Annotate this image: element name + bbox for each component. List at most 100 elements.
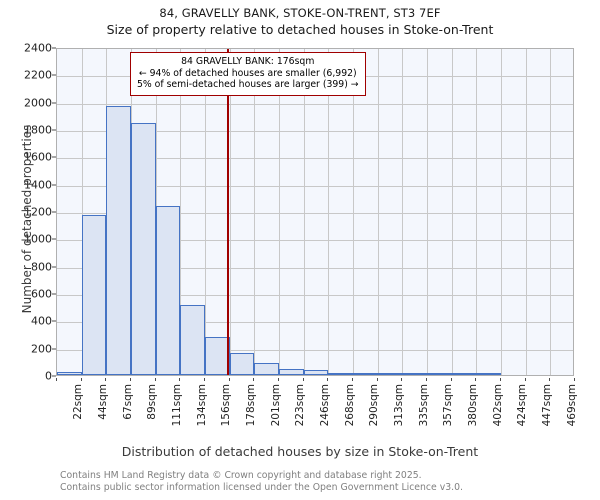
- gridline-vertical: [402, 49, 404, 375]
- x-tick-mark: [302, 378, 304, 381]
- bar-246sqm: [303, 370, 329, 375]
- y-tick-label: 0: [45, 369, 52, 383]
- x-tick-mark: [524, 378, 526, 381]
- annotation-line-3: 5% of semi-detached houses are larger (3…: [136, 79, 359, 90]
- x-tick-mark: [204, 378, 205, 381]
- bar-402sqm: [476, 373, 501, 375]
- x-tick-label: 223sqm: [294, 384, 307, 427]
- y-tick-mark: [52, 102, 56, 104]
- gridline-horizontal: [57, 103, 573, 105]
- x-tick-mark: [500, 378, 501, 381]
- x-tick-label: 424sqm: [516, 384, 529, 427]
- gridline-vertical: [254, 49, 256, 375]
- x-tick-mark: [574, 378, 575, 381]
- gridline-horizontal: [57, 131, 573, 132]
- x-tick-mark: [426, 378, 427, 381]
- x-tick-label: 67sqm: [121, 384, 134, 420]
- gridline-vertical: [427, 49, 428, 375]
- x-tick-label: 469sqm: [565, 384, 578, 427]
- gridline-vertical: [180, 49, 182, 375]
- gridline-vertical: [303, 49, 305, 375]
- bar-44sqm: [81, 215, 107, 375]
- x-tick-mark: [549, 378, 551, 381]
- x-tick-mark: [154, 378, 156, 381]
- x-tick-label: 402sqm: [491, 384, 504, 427]
- gridline-horizontal: [57, 213, 573, 214]
- gridline-horizontal: [57, 267, 573, 269]
- x-tick-mark: [56, 378, 57, 381]
- y-tick-label: 200: [31, 342, 52, 356]
- y-tick-mark: [52, 156, 56, 158]
- x-tick-label: 335sqm: [417, 384, 430, 427]
- bar-89sqm: [131, 122, 156, 375]
- gridline-horizontal: [57, 240, 573, 242]
- gridline-vertical: [501, 49, 502, 375]
- x-tick-mark: [278, 378, 279, 381]
- property-marker-line: [226, 49, 229, 375]
- chart-title-block: 84, GRAVELLY BANK, STOKE-ON-TRENT, ST3 7…: [0, 6, 600, 38]
- x-tick-mark: [401, 378, 403, 381]
- y-tick-mark: [52, 211, 56, 213]
- y-tick-label: 600: [31, 287, 52, 301]
- x-tick-mark: [327, 378, 329, 381]
- x-tick-mark: [80, 378, 82, 381]
- gridline-horizontal: [57, 295, 573, 296]
- x-tick-label: 111sqm: [171, 384, 183, 427]
- y-tick-label: 800: [31, 260, 52, 274]
- y-tick-mark: [52, 375, 56, 377]
- y-axis-title: Number of detached properties: [20, 124, 34, 314]
- y-tick-label: 1800: [24, 123, 52, 137]
- y-tick-mark: [52, 184, 56, 186]
- x-tick-label: 22sqm: [72, 384, 85, 420]
- x-tick-label: 178sqm: [245, 384, 257, 427]
- y-tick-label: 2200: [24, 68, 52, 82]
- y-tick-mark: [52, 74, 56, 76]
- gridline-vertical: [476, 49, 478, 375]
- annotation-box: 84 GRAVELLY BANK: 176sqm ← 94% of detach…: [129, 52, 366, 96]
- y-tick-label: 1600: [24, 150, 52, 164]
- gridline-horizontal: [57, 349, 573, 351]
- x-tick-mark: [253, 378, 255, 381]
- gridline-vertical: [205, 49, 206, 375]
- x-tick-label: 246sqm: [319, 384, 331, 427]
- gridline-vertical: [229, 49, 231, 375]
- y-tick-label: 2000: [24, 96, 52, 110]
- y-axis-tick-labels: 0 200 400 600 800 1000 1200 1400 1600 1800 2000 220…: [0, 42, 56, 383]
- bar-22sqm: [57, 371, 82, 375]
- annotation-line-1: 84 GRAVELLY BANK: 176sqm: [181, 56, 315, 67]
- bar-223sqm: [279, 368, 304, 375]
- gridline-horizontal: [57, 158, 573, 160]
- gridline-vertical: [81, 49, 83, 375]
- x-tick-label: 156sqm: [220, 384, 233, 427]
- gridline-horizontal: [57, 185, 573, 187]
- y-tick-label: 400: [31, 314, 52, 328]
- y-tick-mark: [52, 348, 56, 350]
- x-tick-mark: [450, 378, 452, 381]
- x-tick-mark: [130, 378, 131, 381]
- gridline-vertical: [353, 49, 354, 375]
- x-tick-label: 380sqm: [467, 384, 479, 427]
- bar-335sqm: [402, 373, 427, 375]
- bar-313sqm: [377, 373, 403, 375]
- gridline-vertical: [550, 49, 552, 375]
- y-tick-label: 1000: [24, 232, 52, 246]
- x-tick-label: 44sqm: [97, 384, 109, 420]
- x-tick-label: 201sqm: [269, 384, 282, 427]
- annotation-line-2: ← 94% of detached houses are smaller (6,…: [138, 67, 357, 79]
- y-tick-label: 2400: [24, 41, 52, 55]
- x-tick-mark: [105, 378, 107, 381]
- footer-line-1: Contains HM Land Registry data © Crown c…: [60, 470, 422, 481]
- plot-area: [56, 48, 574, 376]
- gridline-vertical: [451, 49, 453, 375]
- x-tick-label: 313sqm: [393, 384, 405, 427]
- y-tick-mark: [52, 238, 56, 240]
- y-tick-mark: [52, 266, 56, 268]
- x-tick-label: 357sqm: [442, 384, 455, 427]
- bar-178sqm: [229, 353, 255, 375]
- x-tick-label: 89sqm: [146, 384, 159, 420]
- gridline-horizontal: [57, 322, 573, 324]
- gridline-vertical: [377, 49, 379, 375]
- bar-268sqm: [328, 372, 353, 375]
- x-tick-mark: [228, 378, 230, 381]
